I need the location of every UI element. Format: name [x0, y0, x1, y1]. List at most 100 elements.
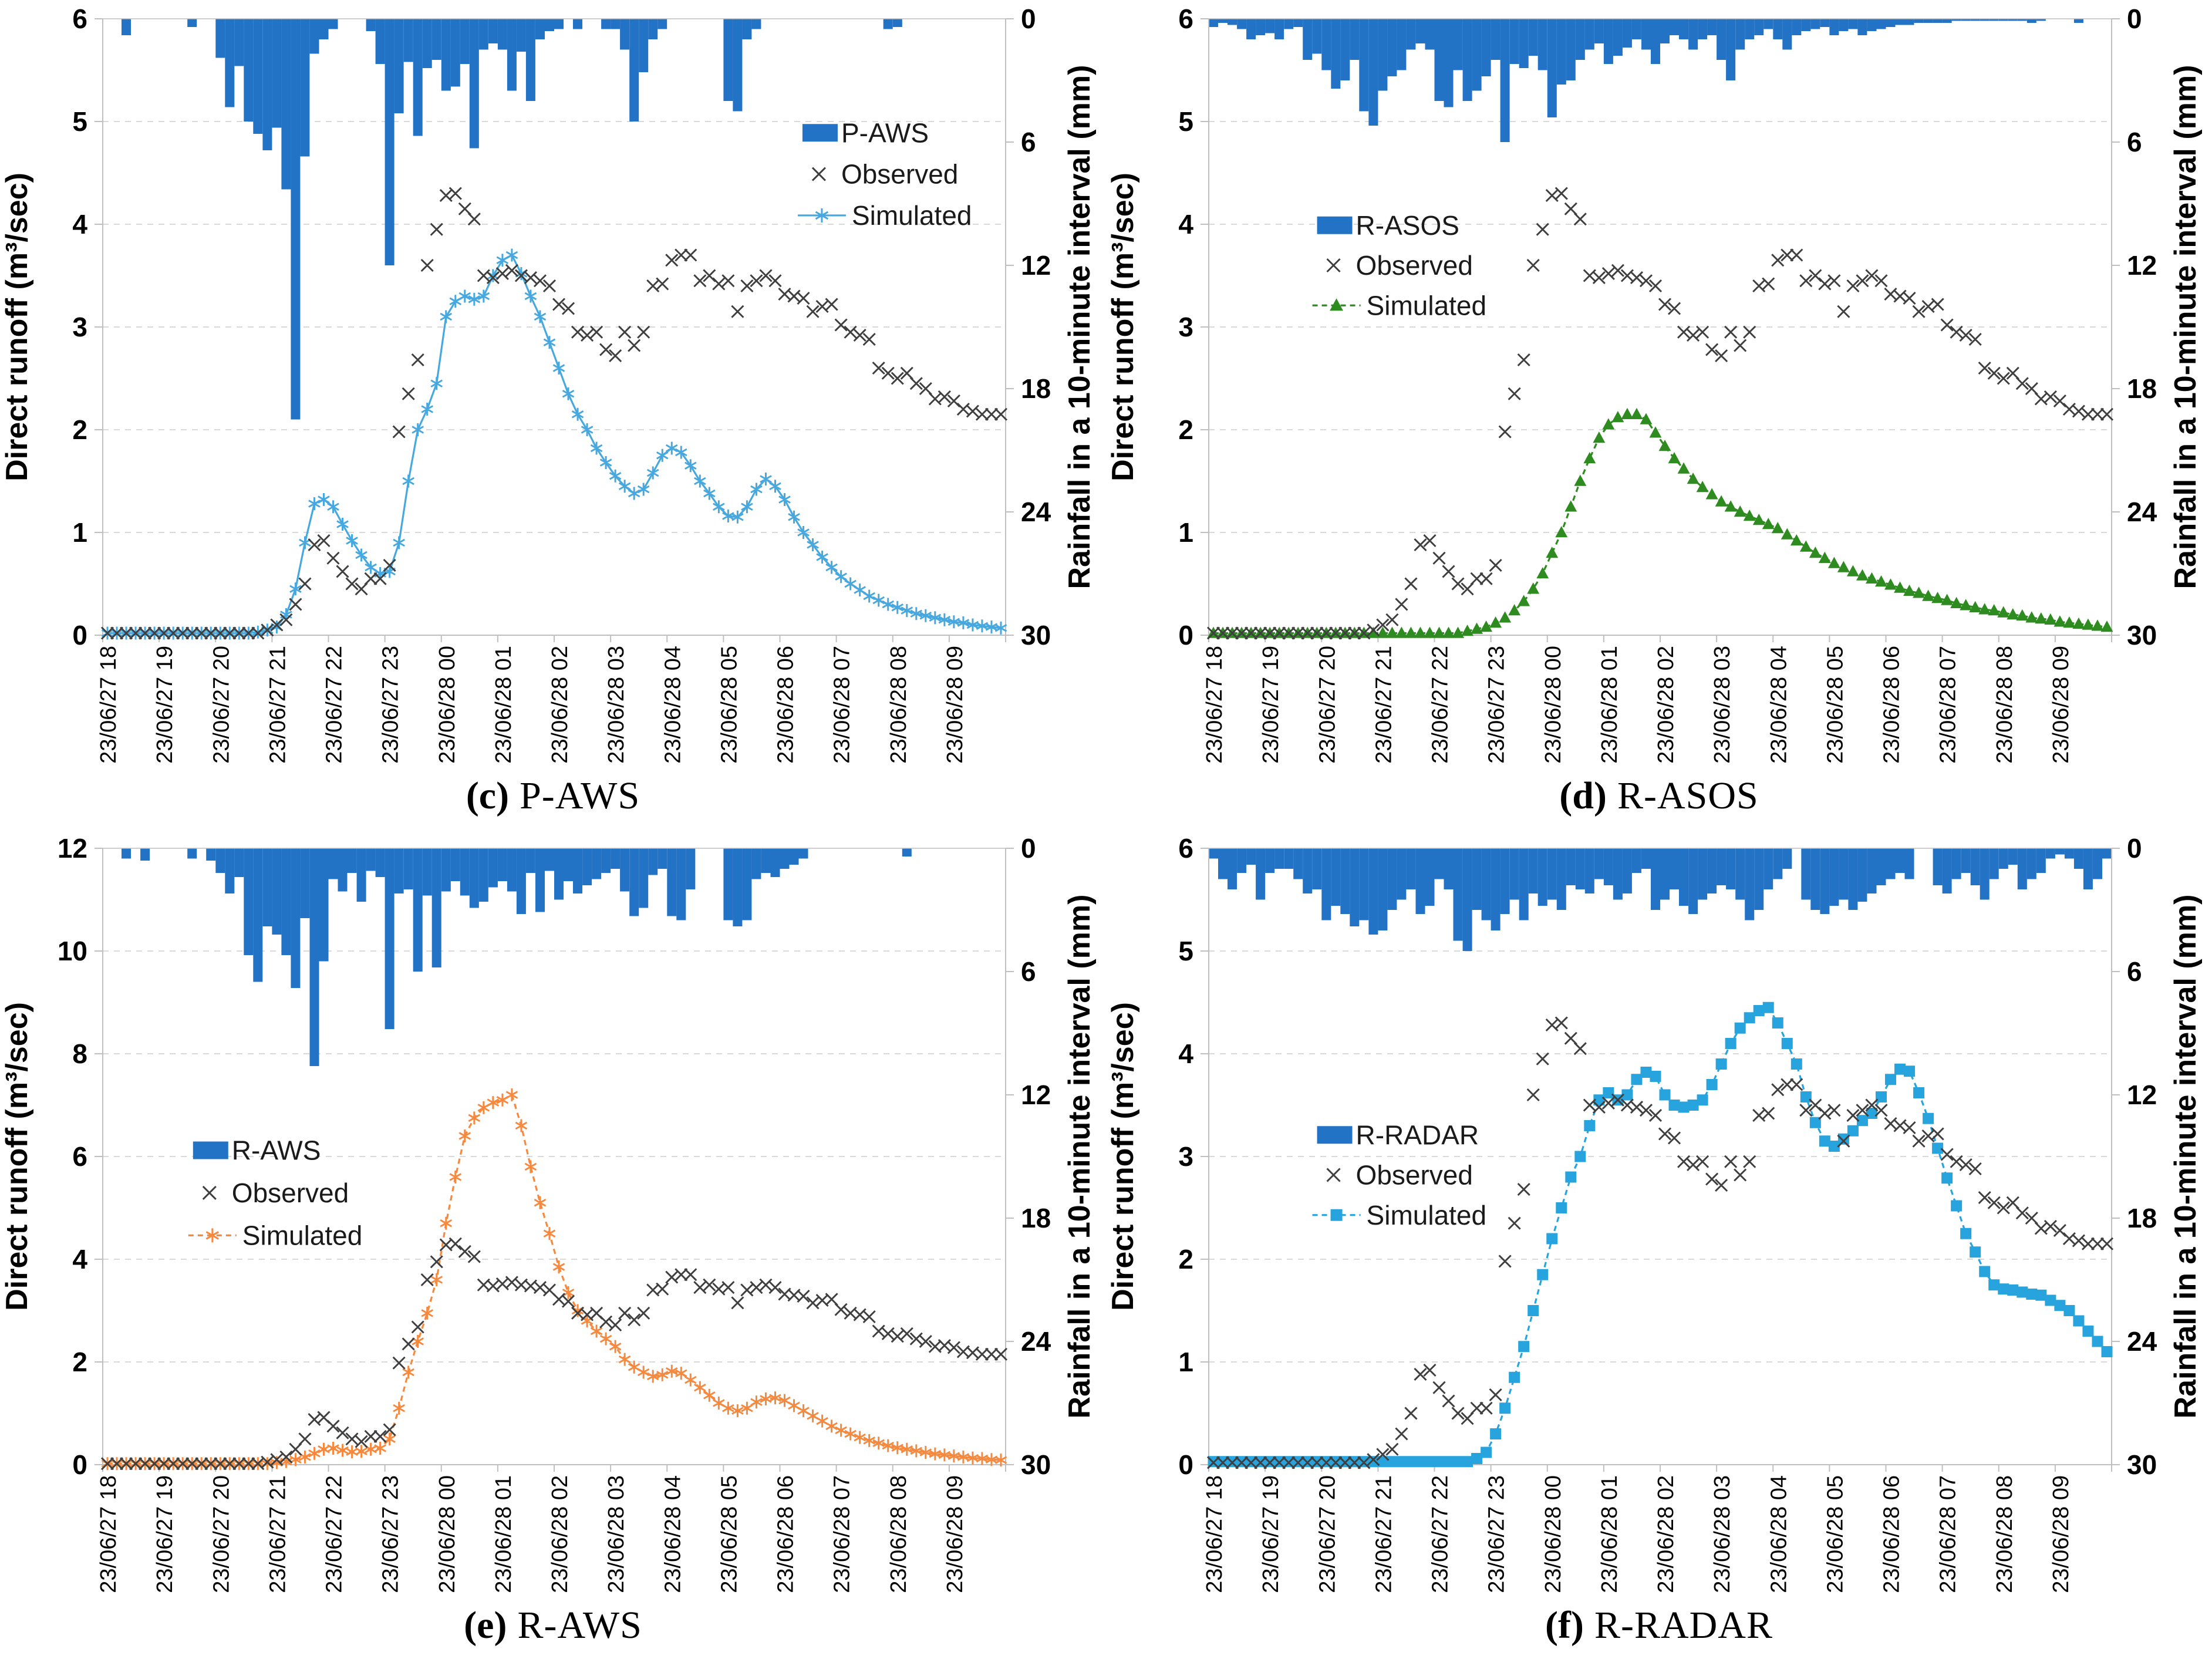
panel-caption-d: (d) R-ASOS	[1106, 764, 2212, 828]
x-tick-label: 23/06/28 01	[491, 646, 516, 764]
right-axis-tick-labels: 0 6 12 18 24 30	[1021, 833, 1051, 1480]
x-tick-label: 23/06/27 19	[153, 1475, 177, 1593]
right-tick-label: 18	[2127, 373, 2157, 404]
observed-markers	[1206, 187, 2114, 640]
rainfall-bars	[1209, 19, 2083, 142]
left-tick-label: 4	[1178, 1038, 1193, 1069]
left-axis-tick-labels: 0 1 2 3 4 5 6	[72, 4, 87, 650]
x-tick-label: 23/06/27 19	[1259, 1475, 1283, 1593]
legend-label: Observed	[232, 1178, 349, 1208]
x-tick-label: 23/06/28 04	[660, 646, 685, 764]
x-tick-label: 23/06/28 03	[1710, 646, 1735, 764]
x-tick-label: 23/06/28 09	[2049, 646, 2073, 764]
x-tick-label: 23/06/28 01	[491, 1475, 516, 1593]
caption-index: (d)	[1559, 774, 1607, 817]
legend-bar-swatch	[802, 124, 838, 142]
left-tick-label: 0	[72, 620, 87, 650]
legend-label: P-AWS	[841, 117, 929, 148]
caption-label: P-AWS	[520, 774, 640, 817]
caption-label: R-RADAR	[1594, 1604, 1773, 1647]
right-tick-label: 12	[1021, 250, 1051, 281]
x-tick-label: 23/06/28 06	[1880, 646, 1904, 764]
x-tick-label: 23/06/28 00	[1541, 646, 1566, 764]
legend-simulated-marker	[1330, 1209, 1343, 1221]
x-tick-label: 23/06/28 02	[548, 1475, 572, 1593]
left-tick-label: 0	[72, 1449, 87, 1480]
caption-label: R-AWS	[517, 1604, 642, 1647]
right-tick-label: 18	[2127, 1203, 2157, 1233]
legend-label: R-AWS	[232, 1135, 321, 1166]
x-tick-label: 23/06/28 06	[1880, 1475, 1904, 1593]
right-tick-label: 30	[1021, 1449, 1051, 1480]
panel-caption-e: (e) R-AWS	[0, 1594, 1106, 1657]
observed-markers	[100, 187, 1008, 640]
x-tick-label: 23/06/28 08	[886, 646, 911, 764]
right-tick-label: 24	[2127, 497, 2157, 527]
left-tick-label: 3	[1178, 1141, 1193, 1172]
right-axis-tick-labels: 0 6 12 18 24 30	[1021, 4, 1051, 650]
legend-label: Observed	[1356, 250, 1473, 281]
simulated-line	[1213, 413, 2108, 635]
x-tick-label: 23/06/27 18	[96, 646, 121, 764]
x-tick-label: 23/06/27 23	[1485, 646, 1509, 764]
simulated-line	[107, 1093, 1002, 1465]
panel-c: 0 1 2 3 4 5 6 0 6 12 18 24 30 23/06/27 18 23/06/27 19 2…	[0, 0, 1106, 830]
panel-d: 0 1 2 3 4 5 6 0 6 12 18 24 30 23/06/27 18 23/06/27 19 2…	[1106, 0, 2212, 830]
axes	[1201, 848, 2120, 1472]
legend-simulated-marker	[205, 1228, 219, 1243]
caption-index: (c)	[466, 774, 510, 817]
legend-bar-swatch	[1317, 1126, 1353, 1144]
x-tick-label: 23/06/28 04	[1766, 646, 1791, 764]
right-tick-label: 30	[2127, 620, 2157, 650]
right-tick-label: 18	[1021, 1203, 1051, 1233]
right-tick-label: 24	[1021, 497, 1051, 527]
left-tick-label: 2	[1178, 1244, 1193, 1274]
right-axis-title: Rainfall in a 10-minute interval (mm)	[2169, 895, 2203, 1419]
legend: R-RADAR Observed Simulated	[1312, 1120, 1486, 1230]
x-tick-label: 23/06/28 06	[774, 646, 798, 764]
x-tick-label: 23/06/28 03	[1710, 1475, 1735, 1593]
simulated-markers	[101, 248, 1007, 640]
left-tick-label: 0	[1178, 1449, 1193, 1480]
left-tick-label: 3	[72, 312, 87, 342]
left-tick-label: 2	[72, 414, 87, 445]
left-tick-label: 2	[72, 1347, 87, 1377]
x-tick-label: 23/06/28 01	[1597, 1475, 1622, 1593]
left-tick-label: 1	[1178, 1347, 1193, 1377]
right-tick-label: 24	[1021, 1326, 1051, 1357]
left-tick-label: 4	[1178, 209, 1193, 240]
left-axis-tick-labels: 0 1 2 3 4 5 6	[1178, 833, 1193, 1480]
x-tick-label: 23/06/28 03	[604, 646, 629, 764]
caption-index: (e)	[464, 1604, 507, 1647]
left-tick-label: 10	[58, 936, 87, 966]
x-tick-label: 23/06/28 04	[1766, 1475, 1791, 1593]
left-tick-label: 6	[1178, 833, 1193, 864]
left-tick-label: 6	[1178, 4, 1193, 34]
x-tick-label: 23/06/28 08	[886, 1475, 911, 1593]
legend: R-AWS Observed Simulated	[188, 1135, 363, 1250]
x-tick-label: 23/06/28 07	[830, 1475, 855, 1593]
left-tick-label: 3	[1178, 312, 1193, 342]
legend-observed-marker	[1326, 1168, 1341, 1182]
legend-label: R-RADAR	[1356, 1120, 1479, 1150]
legend-simulated-marker	[1330, 298, 1343, 311]
legend-label: R-ASOS	[1356, 210, 1459, 241]
right-axis-tick-labels: 0 6 12 18 24 30	[2127, 833, 2157, 1480]
legend-observed-marker	[1326, 258, 1341, 273]
left-tick-label: 1	[1178, 517, 1193, 548]
x-tick-label: 23/06/28 04	[660, 1475, 685, 1593]
x-tick-label: 23/06/27 20	[1315, 646, 1340, 764]
left-tick-label: 2	[1178, 414, 1193, 445]
rainfall-bars	[122, 19, 902, 420]
x-tick-label: 23/06/28 06	[774, 1475, 798, 1593]
left-tick-label: 8	[72, 1038, 87, 1069]
x-tick-label: 23/06/28 09	[943, 646, 967, 764]
panel-f: 0 1 2 3 4 5 6 0 6 12 18 24 30 23/06/27 18 23/06/27 19 2…	[1106, 830, 2212, 1659]
x-tick-label: 23/06/28 05	[717, 1475, 741, 1593]
legend-label: Simulated	[242, 1220, 363, 1250]
left-axis-title: Direct runoff (m³/sec)	[1106, 1002, 1140, 1311]
x-tick-label: 23/06/28 07	[830, 646, 855, 764]
panel-caption-c: (c) P-AWS	[0, 764, 1106, 828]
